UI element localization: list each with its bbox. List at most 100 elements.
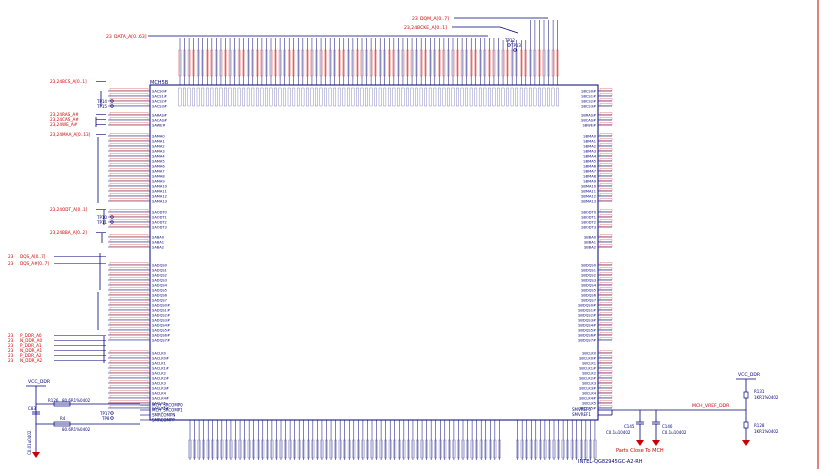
left-pin-net-tag: [109, 272, 149, 275]
left-pin-net-tag: [109, 183, 149, 186]
right-pin-net-tag: [599, 112, 613, 115]
bottom-pin-label-box: [584, 439, 588, 459]
bottom-pin-label-box: [338, 439, 342, 459]
left-pin-label: SAODT0: [152, 211, 168, 215]
bottom-pin-label-box: [302, 439, 306, 459]
bottom-pin-label-box: [570, 439, 574, 459]
capacitor-c145: C145 C0.1u10402: [606, 410, 644, 446]
top-pin-net-tag: [515, 49, 518, 77]
left-pin-label: SACS1#: [152, 95, 167, 99]
top-pin-label-box: [205, 87, 209, 107]
bottom-pin-label-box: [325, 439, 328, 459]
right-pin-net-tag: [599, 332, 613, 335]
bottom-pin-label-box: [579, 439, 583, 459]
top-pin-net-tag: [533, 49, 537, 77]
test-point-label: TP11: [96, 220, 107, 225]
bottom-pin-label-box: [288, 439, 292, 459]
bottom-pin-label-box: [316, 439, 319, 459]
top-pin-label-box: [237, 87, 241, 107]
right-pin-net-tag: [599, 168, 613, 171]
right-pin-label: SBDQS5: [581, 289, 596, 293]
bottom-pin-label-box: [548, 439, 551, 459]
component-ref: C145: [624, 424, 635, 429]
top-pin-net-tag: [315, 49, 318, 77]
left-pin-net-tag: [109, 262, 149, 265]
right-pin-net-tag: [599, 183, 613, 186]
left-pin-label: SAMA8: [152, 175, 165, 179]
left-pin-label: SABA1: [152, 241, 164, 245]
right-pin-label: SBCLK2#: [579, 377, 596, 381]
right-pin-label: SBDQS0: [581, 264, 597, 268]
left-pin-net-tag: [109, 267, 149, 270]
bottom-pin-label-box: [238, 439, 242, 459]
right-pin-net-tag: [599, 390, 613, 393]
top-pin-net-tag: [356, 49, 359, 77]
top-pin-net-tag: [442, 49, 446, 77]
top-pin-label-box: [246, 87, 250, 107]
top-pin-net-tag: [438, 49, 441, 77]
bottom-pin-label-box: [425, 439, 428, 459]
right-pin-label: SBCLK0: [582, 352, 597, 356]
left-pin-label: SACLK2: [152, 372, 166, 376]
bottom-pin-label-box: [443, 439, 447, 459]
right-pin-net-tag: [599, 405, 613, 408]
top-pin-label-box: [378, 87, 382, 107]
top-net-pages: 23,24: [404, 25, 417, 31]
right-pin-net-tag: [599, 224, 613, 227]
left-net-pages: 23: [8, 343, 14, 348]
right-pin-net-tag: [599, 133, 613, 136]
test-point-tp10: TP10: [96, 215, 114, 220]
right-pin-label: SBDQS4: [581, 284, 597, 288]
top-pin-label-box: [360, 87, 364, 107]
left-pin-label: SADQS1#: [152, 309, 170, 313]
top-pin-net-tag: [401, 49, 405, 77]
bottom-pin-label-box: [202, 439, 205, 459]
top-pin-net-tag: [510, 49, 514, 77]
right-pin-net-tag: [599, 322, 613, 325]
top-pin-net-tag: [488, 49, 491, 77]
right-pin-label: SBCS0#: [581, 90, 596, 94]
right-pin-label: SBCLK1: [582, 362, 596, 366]
left-net: 23 DQS_A[0..7]: [8, 254, 106, 259]
bottom-pin-label-box: [193, 439, 196, 459]
left-pin-label: SADQS4#: [152, 324, 170, 328]
top-pin-net-tag: [524, 49, 528, 77]
top-pin-net-tag: [542, 49, 546, 77]
left-pin-label: SACLK3#: [152, 387, 169, 391]
right-pin-label: SBDQS6#: [578, 334, 596, 338]
component-ref: C83: [28, 406, 36, 411]
vref-pin-label: SMVREF1: [572, 412, 591, 417]
left-net: 23 DQS_A#[0..7]: [8, 261, 106, 266]
comp-pin-label: SMRCOMPN: [152, 413, 175, 418]
left-pin-label: SACLK4: [152, 392, 167, 396]
right-pin-net-tag: [599, 219, 613, 222]
top-pin-net-tag: [456, 49, 459, 77]
top-pin-label-box: [442, 87, 446, 107]
top-pin-label-box: [228, 87, 232, 107]
top-pin-label-box: [292, 87, 296, 107]
bottom-pin-label-box: [393, 439, 397, 459]
left-net-pages: 23: [8, 358, 14, 363]
left-pin-label: SADQS7#: [152, 339, 170, 343]
top-pin-label-box: [337, 87, 341, 107]
bottom-pin-label-box: [347, 439, 351, 459]
component-value: 80.6R1%0402: [62, 427, 91, 432]
left-net-pages: 23: [8, 333, 14, 338]
top-pin-label-box: [178, 87, 182, 107]
top-pin-net-tag: [287, 49, 291, 77]
left-pin-label: SADQS5: [152, 289, 167, 293]
top-pin-label-box: [428, 87, 432, 107]
left-pin-net-tag: [109, 360, 149, 363]
top-pin-label-box: [333, 87, 337, 107]
power-label: VCC_DDR: [738, 372, 761, 378]
left-pin-label: SADQS5#: [152, 329, 170, 333]
top-pin-net-tag: [196, 49, 200, 77]
top-pin-label-box: [515, 87, 519, 107]
top-pin-label-box: [438, 87, 441, 107]
top-pin-net-tag: [397, 49, 400, 77]
left-net: 23 N_DDR_A2: [8, 358, 106, 363]
right-pin-label: SBMA3: [583, 150, 596, 154]
left-pin-net-tag: [109, 173, 149, 176]
top-pin-label-box: [542, 87, 546, 107]
